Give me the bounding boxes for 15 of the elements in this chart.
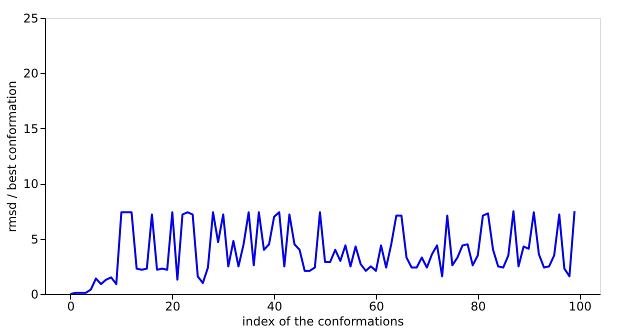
y-tick-label: 15 xyxy=(23,122,38,136)
x-tick-label: 40 xyxy=(266,300,282,314)
x-tick-label: 20 xyxy=(165,300,180,314)
y-axis-title: rmsd / best conformation xyxy=(5,80,20,232)
y-tick-label: 0 xyxy=(30,288,38,302)
x-tick-label: 60 xyxy=(368,300,384,314)
y-tick-label: 5 xyxy=(30,232,38,246)
y-tick-label: 20 xyxy=(23,66,38,81)
x-axis-title: index of the conformations xyxy=(242,314,404,328)
x-tick-label: 100 xyxy=(568,300,592,314)
line-series xyxy=(69,210,576,294)
y-tick-label: 25 xyxy=(23,12,38,26)
x-tick-label: 80 xyxy=(470,300,486,314)
y-tick-label: 10 xyxy=(23,177,38,192)
x-tick-label: 0 xyxy=(67,300,75,314)
